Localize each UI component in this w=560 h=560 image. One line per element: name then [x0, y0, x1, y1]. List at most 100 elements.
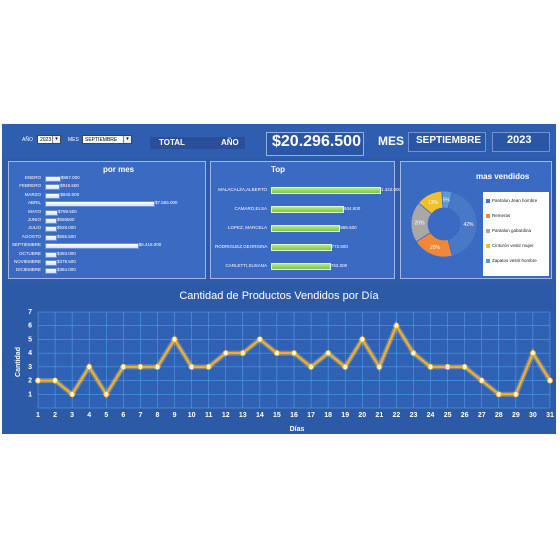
data-label: 3	[122, 365, 126, 371]
x-tick-label: 4	[87, 412, 91, 419]
top-label: LOPEZ, MARCELA	[227, 225, 267, 230]
donut-slice-label: 20%	[415, 220, 426, 226]
x-tick-label: 14	[256, 412, 264, 419]
legend-item: Cinturón vestir mujer	[486, 243, 534, 248]
x-tick-label: 8	[156, 412, 160, 419]
x-tick-label: 17	[307, 412, 315, 419]
month-value: $940.000	[60, 191, 80, 197]
donut-slice	[447, 191, 478, 257]
top-bar	[271, 263, 331, 270]
donut-slice	[441, 190, 453, 209]
year-select[interactable]: 2023 ▾	[37, 135, 61, 144]
data-point	[137, 363, 144, 370]
data-label: 2	[480, 379, 484, 385]
x-tick-label: 3	[70, 412, 74, 419]
legend-swatch	[486, 258, 490, 263]
products-legend: Pantalon Jean hombre Remeras Pantalon gaba…	[483, 192, 549, 276]
data-label: 2	[53, 379, 57, 385]
legend-swatch	[486, 228, 490, 233]
data-label: 1	[514, 392, 518, 398]
data-point	[205, 363, 212, 370]
x-tick-label: 20	[358, 412, 366, 419]
data-point	[359, 336, 366, 343]
data-point	[273, 350, 280, 357]
data-point	[393, 322, 400, 329]
data-label: 1	[497, 392, 501, 398]
data-point	[291, 350, 297, 357]
top-value: 934.500	[343, 206, 361, 211]
x-tick-label: 22	[393, 412, 401, 419]
y-tick-label: 4	[28, 350, 32, 357]
donut-slice-label: 13%	[428, 200, 439, 206]
month-bar	[45, 184, 61, 191]
data-point	[188, 363, 195, 370]
donut-slice-label: 42%	[463, 222, 474, 228]
month-label: JULIO	[28, 225, 41, 231]
year-select-value: 2023	[40, 137, 52, 143]
total-value: $20.296.500	[272, 133, 361, 150]
legend-item: Pantalon gabardina	[486, 228, 531, 233]
legend-item: Zapatos vestir hombre	[486, 258, 537, 263]
month-value: $555500	[57, 217, 75, 222]
data-point	[154, 363, 161, 370]
data-point	[512, 391, 519, 398]
x-tick-label: 19	[341, 412, 349, 419]
data-point	[35, 377, 41, 384]
month-label: FEBRERO	[19, 183, 41, 189]
data-label: 3	[344, 365, 348, 371]
month-bar	[45, 260, 57, 266]
data-point	[86, 363, 93, 370]
month-label: NOVIEMBRE	[13, 259, 41, 264]
data-point	[239, 350, 246, 357]
data-point	[410, 350, 417, 357]
x-tick-label: 16	[290, 412, 298, 419]
month-bar	[45, 176, 61, 182]
month-value: $6.415.000	[138, 242, 162, 248]
data-label: 2	[36, 379, 40, 385]
month-bar	[45, 251, 57, 258]
month-label: ABRIL	[27, 200, 41, 206]
dashboard: AÑO 2023 ▾ MES SEPTIEMBRE ▾ TOTAL AÑO $2…	[2, 124, 556, 434]
x-tick-label: 2	[53, 412, 57, 419]
y-tick-label: 3	[28, 364, 32, 371]
legend-label: Pantalon gabardina	[492, 228, 532, 233]
month-bar	[45, 192, 61, 199]
chevron-down-icon: ▾	[123, 136, 131, 143]
year-filter-label: AÑO	[22, 137, 33, 143]
products-panel: mas vendidos 42% 20% 20% 13% 5% Pantalon Jea…	[400, 161, 552, 279]
x-tick-label: 12	[222, 412, 230, 419]
x-tick-label: 30	[529, 412, 537, 419]
month-select[interactable]: SEPTIEMBRE ▾	[82, 135, 132, 144]
x-tick-label: 13	[239, 412, 247, 419]
data-point	[52, 377, 59, 384]
data-point	[444, 363, 451, 370]
top-bar	[271, 187, 381, 194]
data-label: 4	[241, 351, 245, 357]
month-value: $528.000	[57, 225, 76, 231]
data-point	[308, 363, 315, 370]
data-label: 3	[207, 365, 211, 371]
donut-chart: 42% 20% 20% 13% 5%	[410, 190, 478, 258]
data-label: 3	[463, 365, 467, 371]
legend-label: Zapatos vestir hombre	[492, 258, 537, 263]
month-bar	[45, 201, 155, 208]
x-tick-label: 10	[188, 412, 196, 419]
x-tick-label: 7	[138, 412, 142, 419]
legend-swatch	[486, 198, 490, 203]
top-bar	[271, 225, 341, 232]
month-label: JUNIO	[27, 217, 42, 222]
data-point	[120, 363, 127, 370]
data-point	[529, 350, 536, 357]
data-point	[427, 363, 434, 370]
top-bar	[271, 206, 344, 213]
top-label: RODRIGUEZ,GEORGINA	[215, 244, 268, 249]
products-title: mas vendidos	[476, 172, 530, 181]
donut-slice-label: 20%	[430, 245, 441, 251]
chart-x-label: Días	[290, 426, 305, 433]
data-point	[495, 391, 502, 398]
y-tick-label: 6	[28, 323, 32, 330]
data-point	[547, 377, 553, 384]
data-label: 3	[139, 365, 143, 371]
data-label: 5	[173, 337, 177, 343]
data-label: 3	[309, 365, 313, 371]
